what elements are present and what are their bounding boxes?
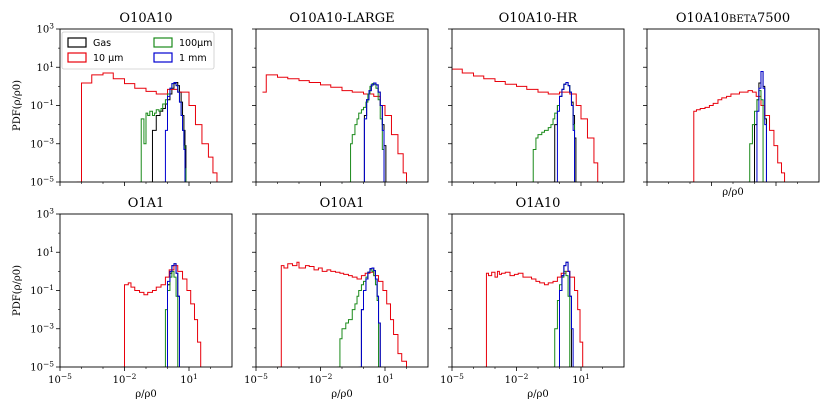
axes-frame bbox=[451, 213, 625, 368]
legend-label: Gas bbox=[93, 38, 111, 49]
panel-7: 10−5 10−2 101 O1A10 ρ/ρ0 bbox=[440, 196, 625, 400]
y-tick-label: 101 bbox=[36, 60, 54, 74]
x-tick-label: 10−5 bbox=[244, 372, 268, 386]
panel-title: O10A10-HR bbox=[499, 11, 579, 26]
series-10-m bbox=[76, 72, 218, 182]
legend-box bbox=[61, 31, 215, 70]
x-tick-label: 10−5 bbox=[440, 372, 464, 386]
x-tick-label: 101 bbox=[572, 372, 590, 386]
x-axis-label: ρ/ρ0 bbox=[331, 389, 353, 400]
series-gas bbox=[553, 81, 577, 182]
series-100-m bbox=[531, 81, 576, 182]
y-tick-label: 10−3 bbox=[30, 321, 54, 335]
y-tick-label: 103 bbox=[36, 22, 54, 36]
series-10-m bbox=[262, 74, 407, 182]
legend: Gas 100μm 10 μm 1 mm bbox=[61, 31, 215, 70]
legend-swatch bbox=[67, 37, 87, 48]
panel-title: O10A1 bbox=[320, 196, 365, 211]
y-tick-label: 10−5 bbox=[30, 360, 54, 374]
y-tick-label: 10−1 bbox=[30, 283, 54, 297]
x-tick-label: 10−2 bbox=[113, 372, 137, 386]
x-tick-label: 101 bbox=[376, 372, 394, 386]
y-axis-label: PDF(ρ/ρ0) bbox=[12, 80, 23, 131]
series-1-mm bbox=[554, 81, 576, 182]
series-10-m bbox=[690, 90, 786, 182]
panel-4: O10A10BETA7500 ρ/ρ0 bbox=[643, 11, 820, 198]
legend-label: 100μm bbox=[179, 38, 212, 49]
legend-swatch bbox=[67, 52, 87, 63]
legend-swatch bbox=[153, 37, 173, 48]
series-10-m bbox=[452, 68, 599, 182]
legend-swatch bbox=[153, 52, 173, 63]
series-1-mm bbox=[358, 267, 381, 367]
axes-frame bbox=[255, 28, 429, 183]
y-axis-label: PDF(ρ/ρ0) bbox=[12, 265, 23, 316]
series-100-m bbox=[553, 270, 571, 367]
y-tick-label: 10−1 bbox=[30, 98, 54, 112]
y-tick-label: 10−5 bbox=[30, 175, 54, 189]
panel-title: O1A10 bbox=[516, 196, 561, 211]
x-tick-label: 101 bbox=[180, 372, 198, 386]
x-axis-label: ρ/ρ0 bbox=[722, 187, 744, 198]
series-100-m bbox=[348, 83, 385, 182]
x-axis-label: ρ/ρ0 bbox=[527, 389, 549, 400]
x-tick-label: 10−2 bbox=[309, 372, 333, 386]
x-axis-label: ρ/ρ0 bbox=[135, 389, 157, 400]
panel-title: O10A10BETA7500 bbox=[676, 11, 790, 26]
series-100-m bbox=[162, 270, 179, 367]
series-10-m bbox=[122, 265, 202, 367]
series-1-mm bbox=[754, 70, 767, 182]
y-tick-label: 10−3 bbox=[30, 136, 54, 150]
panel-1: 103 101 10−1 10−3 10−5 O10A10 PDF(ρ/ρ0) Gas 100μ… bbox=[12, 11, 233, 189]
y-tick-label: 103 bbox=[36, 207, 54, 221]
y-tick-label: 101 bbox=[36, 245, 54, 259]
series-1-mm bbox=[165, 263, 180, 367]
panel-3: O10A10-HR bbox=[448, 11, 625, 186]
series-1-mm bbox=[162, 81, 186, 182]
series-1-mm bbox=[557, 261, 574, 367]
panel-title: O1A1 bbox=[128, 196, 165, 211]
panel-5: 10−5 10−2 101 103 101 10−1 10−3 10−5 O1A1 ρ/ρ0 PDF… bbox=[12, 196, 233, 400]
legend-label: 10 μm bbox=[93, 53, 123, 64]
axes-frame bbox=[59, 213, 233, 368]
axes-frame bbox=[646, 28, 820, 183]
panel-2: O10A10-LARGE bbox=[252, 11, 429, 186]
series-100-m bbox=[337, 269, 380, 367]
panel-6: 10−5 10−2 101 O10A1 ρ/ρ0 bbox=[244, 196, 429, 400]
panel-title: O10A10 bbox=[119, 11, 172, 26]
series-1-mm bbox=[362, 82, 385, 182]
x-tick-label: 10−2 bbox=[505, 372, 529, 386]
x-tick-label: 10−5 bbox=[48, 372, 72, 386]
series-10-m bbox=[277, 261, 407, 367]
axes-frame bbox=[255, 213, 429, 368]
panel-title: O10A10-LARGE bbox=[289, 11, 394, 26]
legend-label: 1 mm bbox=[179, 53, 207, 64]
axes-frame bbox=[451, 28, 625, 183]
